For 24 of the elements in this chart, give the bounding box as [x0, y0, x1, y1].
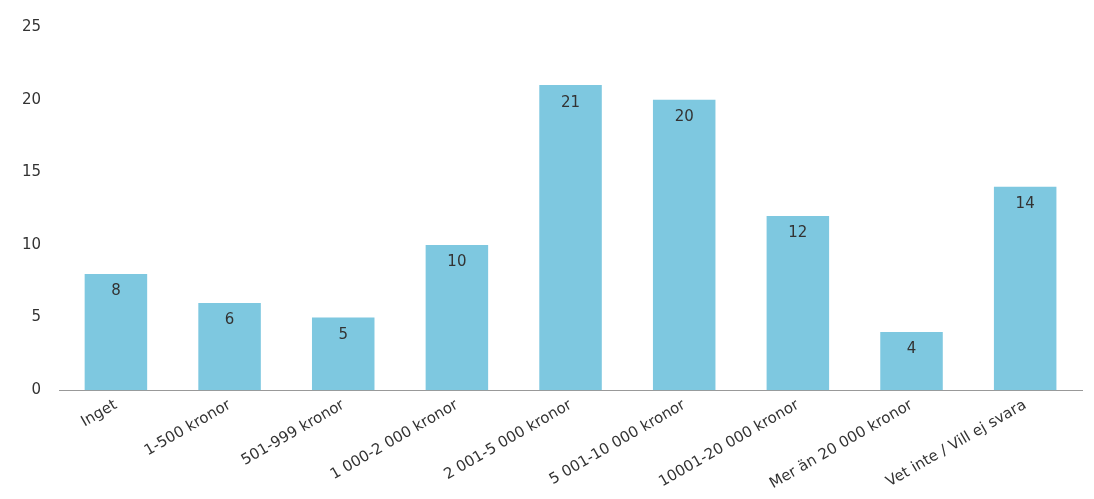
bar [311, 317, 375, 391]
data-label: 21 [561, 92, 581, 111]
bar [766, 215, 830, 391]
data-label: 12 [788, 223, 808, 242]
data-label: 20 [674, 107, 694, 126]
y-tick-label: 5 [31, 307, 42, 326]
data-label: 14 [1015, 194, 1035, 213]
y-tick-label: 20 [21, 89, 42, 108]
y-tick-label: 25 [21, 16, 42, 35]
bar [198, 303, 261, 391]
bar [425, 244, 489, 391]
data-label: 4 [906, 339, 917, 358]
data-label: 6 [224, 310, 235, 329]
data-label: 5 [338, 324, 348, 343]
bar [880, 332, 943, 391]
bar [652, 99, 716, 391]
bar [993, 186, 1057, 391]
y-tick-label: 15 [21, 162, 42, 181]
y-tick-label: 0 [31, 380, 42, 399]
bar [84, 273, 148, 391]
y-tick-label: 10 [21, 234, 42, 253]
data-label: 8 [111, 281, 121, 300]
data-label: 10 [447, 252, 467, 271]
bar [539, 85, 602, 391]
